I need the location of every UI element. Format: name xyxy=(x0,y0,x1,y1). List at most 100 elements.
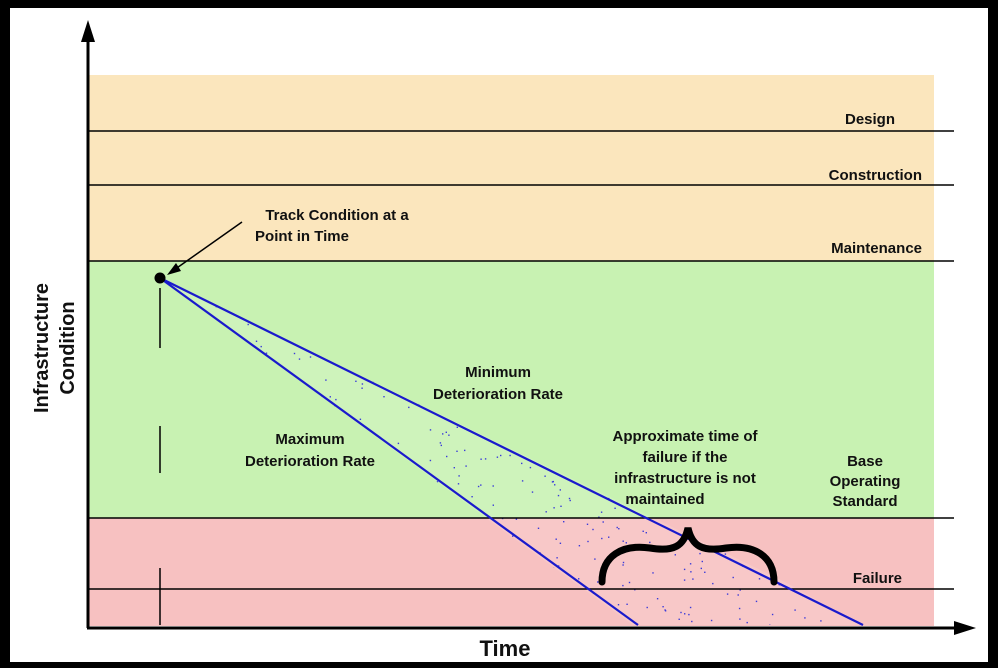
speckle-dot xyxy=(622,584,624,587)
speckle-dot xyxy=(616,526,618,529)
speckle-dot xyxy=(521,480,524,482)
speckle-dot xyxy=(325,379,327,381)
speckle-dot xyxy=(496,456,499,458)
speckle-dot xyxy=(626,603,628,605)
y-axis-label-line2: Condition xyxy=(57,301,79,394)
speckle-dot xyxy=(699,552,701,555)
maintenance-label: Maintenance xyxy=(831,240,922,257)
speckle-dot xyxy=(700,567,702,570)
speckle-dot xyxy=(544,475,546,477)
speckle-dot xyxy=(701,560,703,563)
speckle-dot xyxy=(622,561,625,564)
deterioration-diagram: Infrastructure Condition Time Design Con… xyxy=(31,20,976,661)
speckle-dot xyxy=(739,618,741,620)
speckle-dot xyxy=(255,340,258,342)
speckle-dot xyxy=(758,578,761,580)
speckle-dot xyxy=(557,494,560,497)
y-axis-label-line1: Infrastructure xyxy=(31,283,53,413)
speckle-dot xyxy=(458,475,460,477)
speckle-dot xyxy=(408,406,410,409)
speckle-dot xyxy=(662,606,664,608)
speckle-dot xyxy=(442,433,444,435)
speckle-dot xyxy=(557,565,560,567)
speckle-dot xyxy=(335,398,337,401)
speckle-dot xyxy=(771,613,774,616)
speckle-dot xyxy=(739,589,741,591)
speckle-dot xyxy=(592,528,594,531)
speckle-dot xyxy=(601,537,603,540)
speckle-dot xyxy=(471,496,473,498)
speckle-dot xyxy=(515,518,518,520)
speckle-dot xyxy=(690,571,692,573)
speckle-dot xyxy=(664,609,666,611)
speckle-dot xyxy=(361,387,363,389)
speckle-dot xyxy=(456,450,458,452)
speckle-dot xyxy=(560,505,562,507)
speckle-dot xyxy=(692,578,694,580)
speckle-dot xyxy=(704,571,706,573)
construction-label: Construction xyxy=(829,167,922,184)
x-axis-label: Time xyxy=(480,636,531,661)
speckle-dot xyxy=(598,516,600,518)
speckle-dot xyxy=(555,538,557,540)
speckle-dot xyxy=(445,431,447,433)
speckle-dot xyxy=(617,604,620,606)
speckle-dot xyxy=(820,620,822,622)
speckle-dot xyxy=(429,459,432,462)
minimum-rate-label-line2: Deterioration Rate xyxy=(433,386,563,403)
speckle-dot xyxy=(492,504,494,506)
speckle-dot xyxy=(683,568,686,571)
speckle-dot xyxy=(359,418,362,420)
x-axis-arrowhead xyxy=(954,621,976,635)
speckle-dot xyxy=(537,527,540,529)
speckle-dot xyxy=(689,606,692,609)
speckle-dot xyxy=(602,521,604,523)
speckle-dot xyxy=(509,454,511,457)
failure-label: Failure xyxy=(853,570,902,587)
speckle-dot xyxy=(552,480,554,483)
maximum-deterioration-line xyxy=(159,277,639,626)
track-condition-label-line2: Point in Time xyxy=(255,228,349,245)
design-label: Design xyxy=(845,111,895,128)
speckle-dot xyxy=(646,606,648,609)
y-axis-arrowhead xyxy=(81,20,95,42)
speckle-dot xyxy=(554,484,556,486)
speckle-dot xyxy=(684,613,686,615)
speckle-dot xyxy=(664,610,667,612)
speckle-dot xyxy=(587,540,589,543)
speckle-dot xyxy=(746,621,748,624)
speckle-dot xyxy=(691,620,693,623)
track-condition-label-line1: Track Condition at a xyxy=(265,207,409,224)
base-label-line3: Standard xyxy=(832,493,897,510)
speckle-dot xyxy=(439,442,442,444)
speckle-dot xyxy=(397,442,400,445)
speckle-dot xyxy=(484,458,487,460)
speckle-dot xyxy=(755,600,758,603)
speckle-dot xyxy=(628,581,631,584)
speckle-dot xyxy=(329,396,331,398)
speckle-dot xyxy=(738,607,741,610)
speckle-dot xyxy=(453,467,455,469)
speckle-dot xyxy=(578,545,581,547)
speckle-dot xyxy=(512,535,514,537)
speckle-dot xyxy=(265,352,268,354)
failure-window-brace xyxy=(598,527,778,586)
failure-time-label-line2: failure if the xyxy=(642,449,727,466)
maximum-rate-label-line1: Maximum xyxy=(275,431,344,448)
speckle-dot xyxy=(724,553,727,555)
speckle-dot xyxy=(710,619,713,622)
speckle-dot xyxy=(804,617,806,619)
speckle-dot xyxy=(680,611,682,614)
maximum-rate-label-line2: Deterioration Rate xyxy=(245,453,375,470)
speckle-dot xyxy=(556,557,558,559)
speckle-dot xyxy=(656,598,659,600)
speckle-dot xyxy=(568,497,571,500)
speckle-dot xyxy=(448,434,450,436)
speckle-dot xyxy=(625,542,627,544)
speckle-dot xyxy=(440,444,442,447)
speckle-dot xyxy=(521,462,523,465)
speckle-dot xyxy=(618,528,620,530)
speckle-dot xyxy=(769,624,771,625)
track-pointer-arrowhead xyxy=(167,263,181,275)
